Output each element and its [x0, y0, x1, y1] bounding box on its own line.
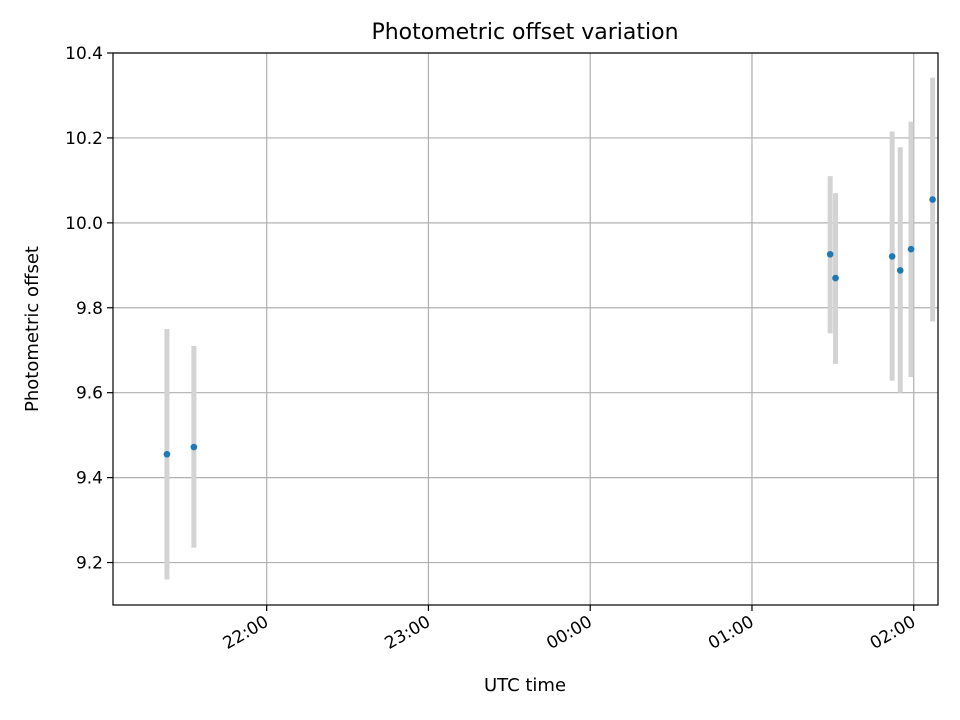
x-tick-label-0: 22:00 — [220, 612, 272, 654]
chart-title: Photometric offset variation — [371, 20, 678, 45]
y-tick-label-2: 9.6 — [76, 384, 103, 404]
y-tick-label-0: 9.2 — [76, 554, 103, 574]
data-point-0 — [163, 450, 171, 458]
data-point-2 — [826, 250, 834, 258]
x-tick-label-2: 00:00 — [543, 612, 595, 654]
y-tick-label-1: 9.4 — [76, 469, 103, 489]
data-point-1 — [190, 443, 198, 451]
y-tick-label-6: 10.4 — [65, 44, 103, 64]
y-tick-label-3: 9.8 — [76, 299, 103, 319]
y-axis-label: Photometric offset — [22, 246, 43, 412]
y-tick-label-5: 10.2 — [65, 129, 103, 149]
x-tick-label-4: 02:00 — [867, 612, 919, 654]
grid — [113, 52, 938, 605]
data-point-7 — [929, 196, 936, 203]
data-point-6 — [907, 245, 915, 253]
data-point-5 — [896, 267, 904, 274]
data-point-4 — [888, 253, 896, 260]
y-axis-ticks: 9.2 9.4 9.6 9.8 10.0 10.2 10.4 — [65, 44, 113, 574]
x-axis-label: UTC time — [484, 675, 566, 696]
y-tick-label-4: 10.0 — [65, 214, 103, 234]
error-bars — [164, 77, 936, 580]
x-tick-label-1: 23:00 — [382, 612, 434, 654]
data-point-3 — [832, 274, 839, 282]
data-points — [163, 196, 936, 458]
x-tick-label-3: 01:00 — [705, 612, 757, 654]
x-axis-ticks: 22:00 23:00 00:00 01:00 02:00 — [220, 605, 919, 654]
plot-frame — [112, 52, 939, 606]
